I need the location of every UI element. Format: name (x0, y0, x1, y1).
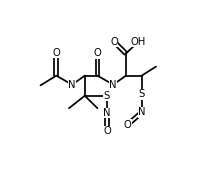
Text: OH: OH (131, 37, 146, 47)
Text: N: N (103, 108, 111, 118)
Text: N: N (68, 80, 76, 90)
Text: O: O (52, 48, 60, 58)
Text: O: O (124, 120, 131, 130)
Text: N: N (138, 107, 145, 117)
Text: O: O (110, 37, 118, 47)
Text: O: O (94, 48, 101, 58)
Text: O: O (103, 126, 111, 136)
Text: N: N (110, 80, 117, 90)
Text: S: S (104, 91, 110, 101)
Text: S: S (139, 89, 145, 99)
